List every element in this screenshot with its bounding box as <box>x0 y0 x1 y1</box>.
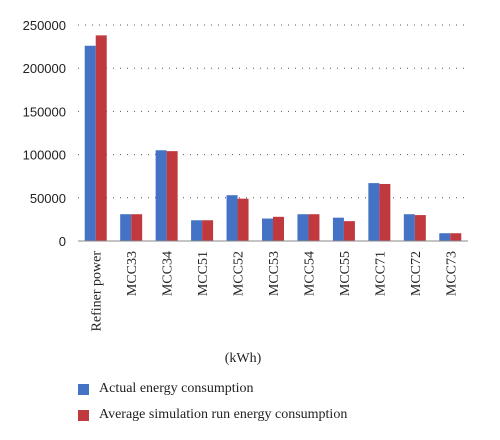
bar-actual-mcc33 <box>120 214 132 241</box>
y-tick-label: 250000 <box>23 18 66 33</box>
bar-simulation-mcc72 <box>414 215 426 241</box>
legend-label-simulation: Average simulation run energy consumptio… <box>99 407 348 422</box>
y-tick-label: 200000 <box>23 61 66 76</box>
bar-actual-mcc34 <box>155 150 167 241</box>
legend: Actual energy consumption Average simula… <box>78 376 347 428</box>
bar-simulation-mcc73 <box>450 233 462 241</box>
bar-simulation-mcc34 <box>166 151 178 241</box>
x-tick-label: MCC34 <box>161 251 176 296</box>
bar-actual-mcc52 <box>226 195 238 241</box>
y-axis-ticks: 0 50000 100000 150000 200000 250000 <box>23 18 66 249</box>
x-tick-label: Refiner power <box>90 251 105 332</box>
x-tick-label: MCC52 <box>232 251 247 296</box>
x-axis-label: (kWh) <box>225 351 262 366</box>
bar-simulation-mcc71 <box>379 183 391 241</box>
bar-simulation-mcc53 <box>273 216 284 241</box>
bar-simulation-mcc33 <box>131 214 143 241</box>
y-tick-label: 150000 <box>23 104 66 119</box>
legend-swatch-simulation <box>78 409 89 421</box>
bar-simulation-mcc54 <box>308 214 320 241</box>
x-tick-label: MCC73 <box>444 251 459 296</box>
bar-actual-mcc73 <box>439 233 451 241</box>
gridlines <box>78 24 468 199</box>
x-tick-label: MCC53 <box>267 251 282 296</box>
x-tick-label: MCC55 <box>338 251 353 296</box>
bar-simulation-mcc52 <box>237 198 249 241</box>
y-tick-label: 100000 <box>23 148 66 163</box>
x-tick-label: MCC71 <box>373 251 388 296</box>
x-tick-label: MCC72 <box>409 251 424 296</box>
bar-actual-mcc71 <box>368 183 380 241</box>
bars <box>84 35 462 242</box>
legend-swatch-actual <box>78 383 89 395</box>
bar-actual-mcc54 <box>297 214 309 241</box>
legend-label-actual: Actual energy consumption <box>99 381 254 396</box>
bar-chart: 0 50000 100000 150000 200000 250000 Refiner p… <box>23 18 468 366</box>
bar-simulation-refiner-power <box>95 35 107 242</box>
legend-item-simulation: Average simulation run energy consumptio… <box>78 402 347 428</box>
bar-actual-mcc72 <box>403 214 415 241</box>
x-axis-ticks: Refiner power MCC33 MCC34 MCC51 MCC52 MCC53 MC… <box>90 251 460 332</box>
x-tick-label: MCC51 <box>196 251 211 296</box>
bar-actual-refiner-power <box>84 45 96 242</box>
legend-item-actual: Actual energy consumption <box>78 376 347 402</box>
x-tick-label: MCC54 <box>302 251 317 296</box>
y-tick-label: 50000 <box>30 191 66 206</box>
x-tick-label: MCC33 <box>125 251 140 296</box>
bar-actual-mcc51 <box>191 220 203 241</box>
bar-actual-mcc55 <box>332 217 344 241</box>
bar-simulation-mcc51 <box>202 220 214 241</box>
bar-simulation-mcc55 <box>343 221 355 241</box>
bar-actual-mcc53 <box>262 218 273 241</box>
y-tick-label: 0 <box>59 234 66 249</box>
